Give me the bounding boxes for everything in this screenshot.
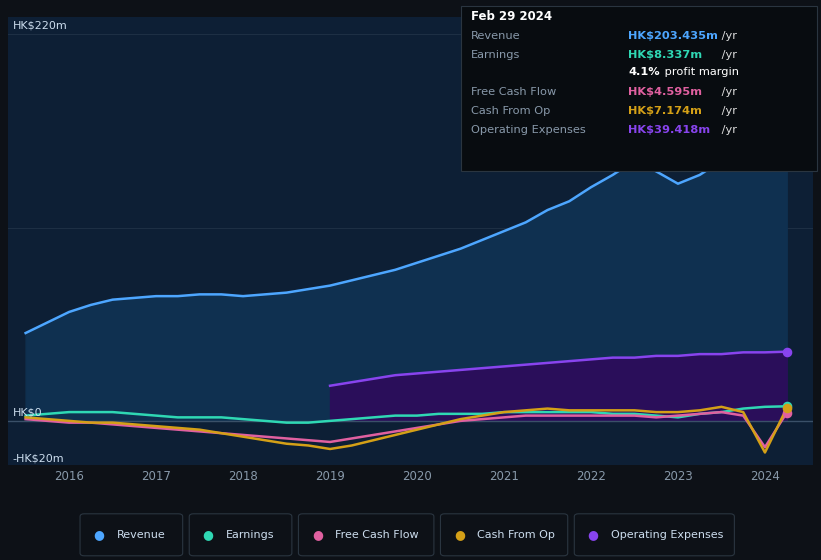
Text: Earnings: Earnings bbox=[227, 530, 275, 540]
Text: Revenue: Revenue bbox=[117, 530, 166, 540]
Text: /yr: /yr bbox=[718, 31, 737, 41]
Text: HK$203.435m: HK$203.435m bbox=[629, 31, 718, 41]
Text: Operating Expenses: Operating Expenses bbox=[471, 125, 586, 136]
Text: ●: ● bbox=[454, 528, 465, 542]
Text: /yr: /yr bbox=[718, 106, 737, 116]
Text: 4.1%: 4.1% bbox=[629, 67, 660, 77]
Text: Free Cash Flow: Free Cash Flow bbox=[471, 87, 557, 96]
Point bbox=[780, 404, 793, 413]
Text: /yr: /yr bbox=[718, 125, 737, 136]
Text: /yr: /yr bbox=[718, 50, 737, 60]
Text: HK$39.418m: HK$39.418m bbox=[629, 125, 711, 136]
Point bbox=[780, 347, 793, 356]
Text: ●: ● bbox=[312, 528, 323, 542]
Text: Cash From Op: Cash From Op bbox=[478, 530, 555, 540]
Text: profit margin: profit margin bbox=[662, 67, 740, 77]
Text: /yr: /yr bbox=[718, 87, 737, 96]
Text: ●: ● bbox=[94, 528, 104, 542]
Text: Earnings: Earnings bbox=[471, 50, 521, 60]
Text: HK$7.174m: HK$7.174m bbox=[629, 106, 702, 116]
Text: HK$0: HK$0 bbox=[12, 407, 42, 417]
Text: -HK$20m: -HK$20m bbox=[12, 453, 64, 463]
Text: ●: ● bbox=[588, 528, 599, 542]
Point bbox=[780, 408, 793, 417]
Text: Revenue: Revenue bbox=[471, 31, 521, 41]
Text: HK$4.595m: HK$4.595m bbox=[629, 87, 703, 96]
Text: HK$8.337m: HK$8.337m bbox=[629, 50, 703, 60]
Text: ●: ● bbox=[203, 528, 213, 542]
Point bbox=[780, 60, 793, 69]
Text: Operating Expenses: Operating Expenses bbox=[612, 530, 723, 540]
Text: Cash From Op: Cash From Op bbox=[471, 106, 551, 116]
Text: Feb 29 2024: Feb 29 2024 bbox=[471, 10, 553, 23]
Text: Free Cash Flow: Free Cash Flow bbox=[336, 530, 419, 540]
Text: HK$220m: HK$220m bbox=[12, 21, 67, 31]
Point bbox=[780, 402, 793, 411]
